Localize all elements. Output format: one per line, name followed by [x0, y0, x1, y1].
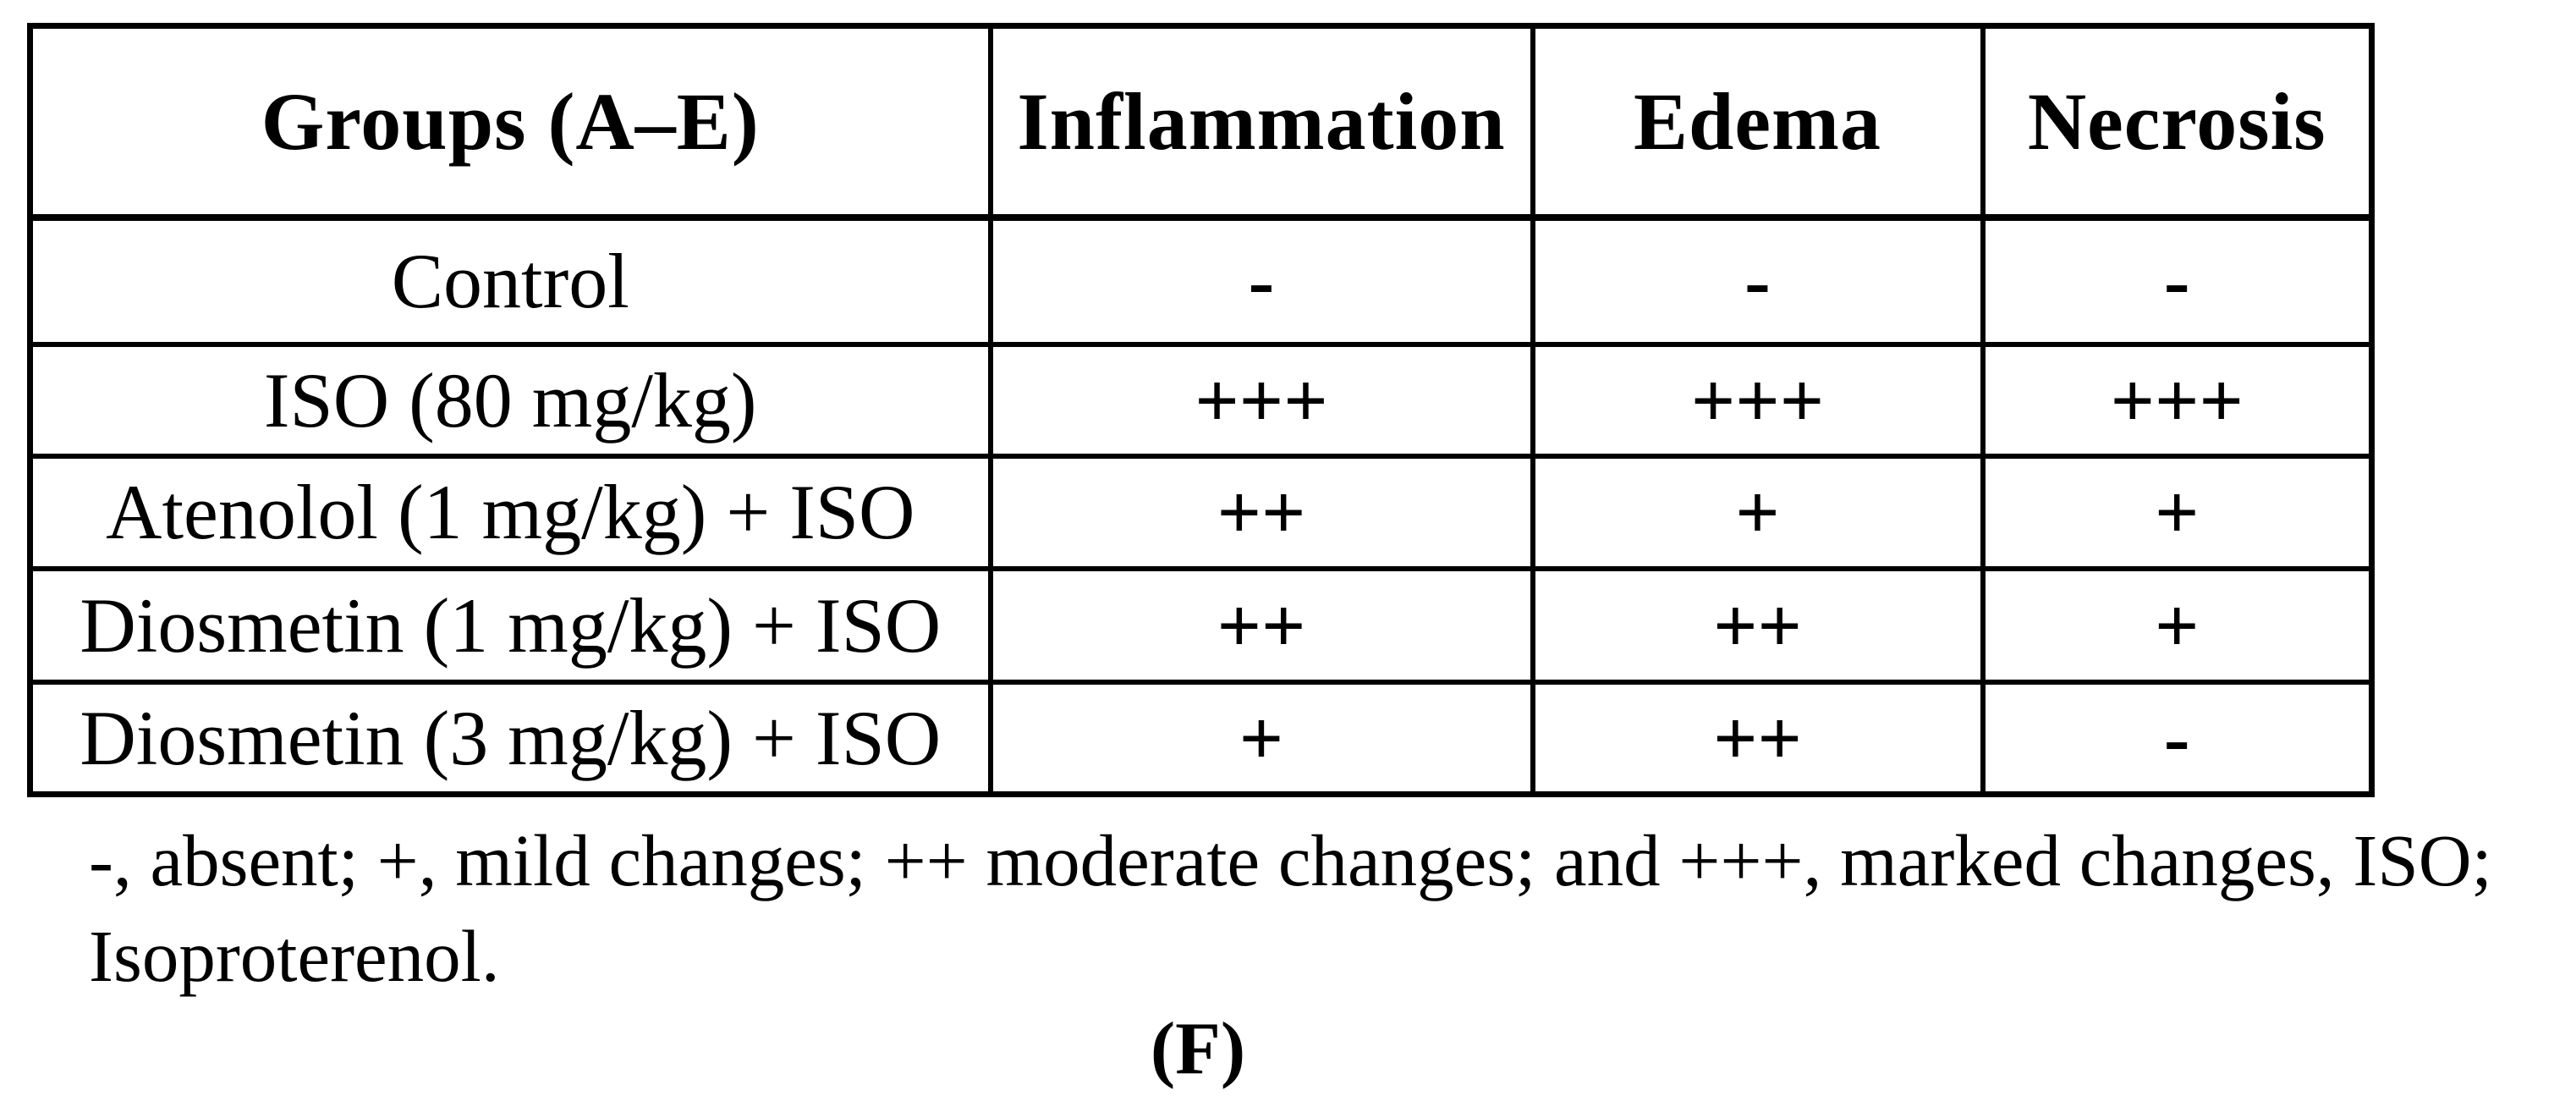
inflammation-cell: +++ — [987, 341, 1535, 459]
inflammation-cell: ++ — [987, 565, 1535, 685]
group-cell: Diosmetin (3 mg/kg) + ISO — [27, 679, 993, 797]
footnote-line-1: -, absent; +, mild changes; ++ moderate … — [89, 819, 2492, 901]
necrosis-cell: + — [1980, 565, 2375, 685]
group-cell: Atenolol (1 mg/kg) + ISO — [27, 453, 993, 571]
necrosis-cell: - — [1980, 214, 2375, 347]
necrosis-cell: +++ — [1980, 341, 2375, 459]
table-row-iso: ISO (80 mg/kg) +++ +++ +++ — [27, 341, 2375, 459]
necrosis-cell: + — [1980, 453, 2375, 571]
column-header-edema: Edema — [1530, 23, 1986, 221]
column-header-inflammation: Inflammation — [987, 23, 1535, 221]
edema-cell: - — [1530, 214, 1986, 347]
edema-cell: + — [1530, 453, 1986, 571]
necrosis-cell: - — [1980, 679, 2375, 797]
table-row-diosmetin-3: Diosmetin (3 mg/kg) + ISO + ++ - — [27, 679, 2375, 797]
inflammation-cell: - — [987, 214, 1535, 347]
table-row-control: Control - - - — [27, 214, 2375, 347]
inflammation-cell: + — [987, 679, 1535, 797]
panel-label: (F) — [1150, 1008, 1246, 1090]
column-header-groups: Groups (A–E) — [27, 23, 993, 221]
group-cell: ISO (80 mg/kg) — [27, 341, 993, 459]
edema-cell: ++ — [1530, 679, 1986, 797]
table-row-diosmetin-1: Diosmetin (1 mg/kg) + ISO ++ ++ + — [27, 565, 2375, 685]
table-footnote: -, absent; +, mild changes; ++ moderate … — [89, 812, 2576, 1004]
table-header-row: Groups (A–E) Inflammation Edema Necrosis — [27, 23, 2375, 221]
edema-cell: ++ — [1530, 565, 1986, 685]
histopathology-table: Groups (A–E) Inflammation Edema Necrosis… — [27, 23, 2375, 797]
group-cell: Control — [27, 214, 993, 347]
footnote-line-2: Isoproterenol. — [89, 915, 500, 997]
table-row-atenolol: Atenolol (1 mg/kg) + ISO ++ + + — [27, 453, 2375, 571]
inflammation-cell: ++ — [987, 453, 1535, 571]
column-header-necrosis: Necrosis — [1980, 23, 2375, 221]
group-cell: Diosmetin (1 mg/kg) + ISO — [27, 565, 993, 685]
edema-cell: +++ — [1530, 341, 1986, 459]
